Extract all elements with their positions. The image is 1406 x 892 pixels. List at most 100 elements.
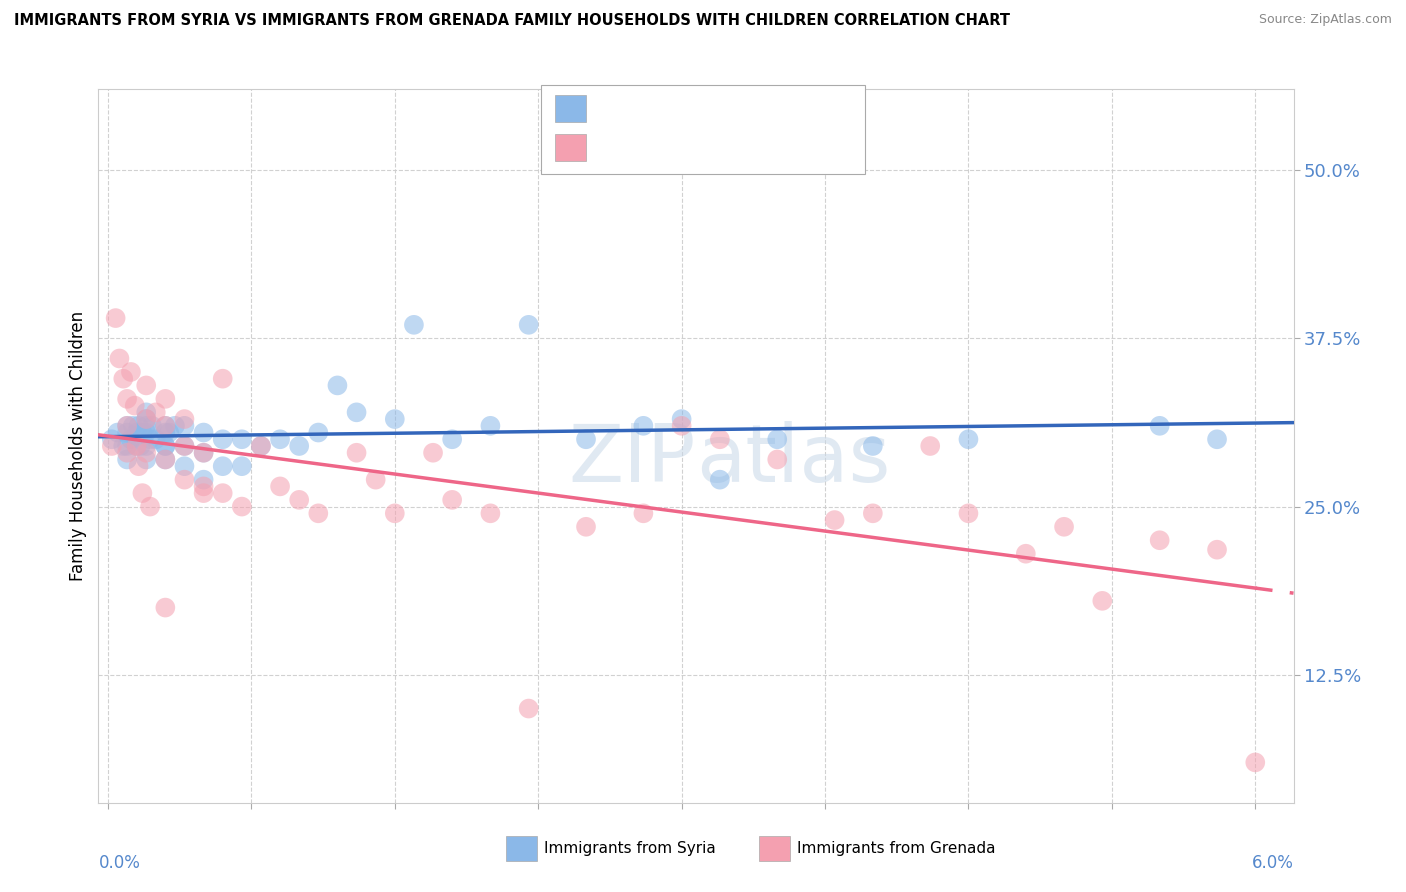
Point — [307, 425, 329, 440]
Point — [402, 318, 425, 332]
Point — [163, 418, 186, 433]
Point — [1244, 756, 1267, 770]
Point — [155, 600, 177, 615]
Point — [766, 452, 789, 467]
Text: -0.387: -0.387 — [637, 140, 702, 158]
Text: N =: N = — [703, 103, 755, 120]
Point — [231, 432, 253, 446]
Point — [104, 311, 127, 326]
Point — [1206, 542, 1229, 557]
Point — [1149, 533, 1171, 548]
Text: Source: ZipAtlas.com: Source: ZipAtlas.com — [1258, 13, 1392, 27]
Point — [709, 432, 731, 446]
Point — [671, 418, 693, 433]
Point — [824, 513, 846, 527]
Point — [346, 405, 368, 419]
Point — [709, 473, 731, 487]
Point — [193, 446, 215, 460]
Point — [211, 372, 233, 386]
Point — [155, 452, 177, 467]
Point — [1091, 594, 1114, 608]
Point — [517, 701, 540, 715]
Point — [129, 439, 152, 453]
Point — [139, 500, 162, 514]
Point — [128, 459, 150, 474]
Point — [346, 446, 368, 460]
Point — [1206, 432, 1229, 446]
Point — [155, 452, 177, 467]
Point — [441, 432, 464, 446]
Point — [115, 452, 138, 467]
Point — [124, 399, 146, 413]
Point — [173, 473, 195, 487]
Point — [157, 425, 180, 440]
Text: Immigrants from Syria: Immigrants from Syria — [544, 841, 716, 855]
Point — [135, 405, 157, 419]
Point — [121, 418, 143, 433]
Point — [193, 473, 215, 487]
Point — [131, 425, 153, 440]
Point — [479, 418, 502, 433]
Point — [211, 486, 233, 500]
Point — [766, 432, 789, 446]
Point — [155, 392, 177, 406]
Point — [1149, 418, 1171, 433]
Point — [145, 432, 167, 446]
Point — [173, 439, 195, 453]
Point — [231, 459, 253, 474]
Point — [115, 418, 138, 433]
Point — [155, 418, 177, 433]
Point — [135, 425, 157, 440]
Point — [135, 412, 157, 426]
Point — [671, 412, 693, 426]
Point — [107, 425, 129, 440]
Y-axis label: Family Households with Children: Family Households with Children — [69, 311, 87, 581]
Point — [155, 418, 177, 433]
Text: -0.023: -0.023 — [637, 103, 702, 120]
Text: IMMIGRANTS FROM SYRIA VS IMMIGRANTS FROM GRENADA FAMILY HOUSEHOLDS WITH CHILDREN: IMMIGRANTS FROM SYRIA VS IMMIGRANTS FROM… — [14, 13, 1010, 29]
Text: ZIP: ZIP — [568, 421, 696, 500]
Point — [862, 506, 884, 520]
Point — [112, 439, 135, 453]
Point — [288, 439, 311, 453]
Point — [193, 425, 215, 440]
Point — [112, 372, 135, 386]
Point — [957, 506, 980, 520]
Point — [957, 432, 980, 446]
Point — [173, 412, 195, 426]
Text: atlas: atlas — [696, 421, 890, 500]
Point — [108, 351, 131, 366]
Point — [131, 486, 153, 500]
Point — [441, 492, 464, 507]
Point — [288, 492, 311, 507]
Point — [211, 432, 233, 446]
Point — [575, 432, 598, 446]
Point — [422, 446, 444, 460]
Point — [115, 439, 138, 453]
Point — [193, 479, 215, 493]
Point — [145, 405, 167, 419]
Point — [115, 392, 138, 406]
Point — [135, 418, 157, 433]
Point — [920, 439, 942, 453]
Point — [125, 425, 148, 440]
Point — [115, 446, 138, 460]
Point — [155, 425, 177, 440]
Point — [211, 459, 233, 474]
Point — [326, 378, 349, 392]
Point — [1015, 547, 1038, 561]
Point — [1053, 520, 1076, 534]
Text: 60: 60 — [749, 103, 775, 120]
Point — [139, 432, 162, 446]
Point — [517, 318, 540, 332]
Point — [135, 412, 157, 426]
Point — [141, 418, 163, 433]
Point — [633, 418, 655, 433]
Point — [250, 439, 273, 453]
Text: N =: N = — [703, 140, 755, 158]
Point — [269, 432, 291, 446]
Point — [173, 439, 195, 453]
Point — [101, 432, 124, 446]
Point — [250, 439, 273, 453]
Point — [633, 506, 655, 520]
